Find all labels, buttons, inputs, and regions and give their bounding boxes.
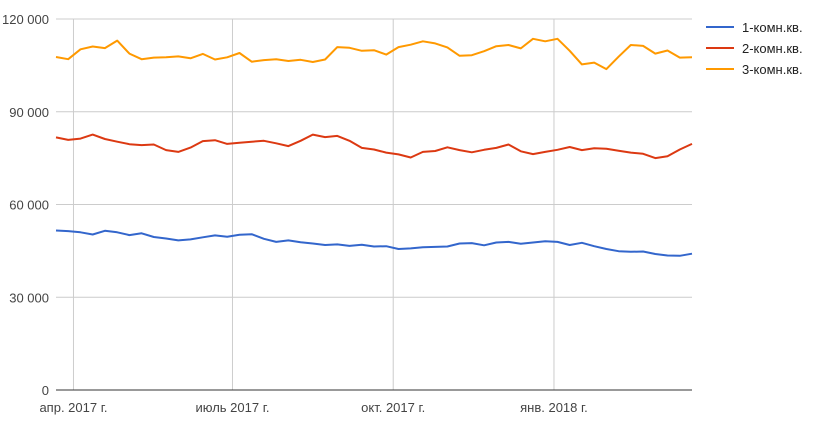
legend-label: 3-комн.кв.	[742, 62, 803, 77]
axes: 0 30 000 60 000 90 000 120 000 апр. 2017 г. ию…	[2, 12, 692, 415]
series-lines	[55, 37, 693, 257]
series-line-3	[55, 37, 693, 71]
y-tick-label: 60 000	[9, 198, 49, 213]
y-tick-label: 90 000	[9, 105, 49, 120]
y-tick-label: 120 000	[2, 12, 49, 27]
x-tick-label: янв. 2018 г.	[520, 400, 588, 415]
x-tick-label: окт. 2017 г.	[361, 400, 425, 415]
legend: 1-комн.кв. 2-комн.кв. 3-комн.кв.	[706, 20, 803, 77]
y-tick-label: 0	[42, 383, 49, 398]
x-tick-label: апр. 2017 г.	[39, 400, 107, 415]
legend-label: 2-комн.кв.	[742, 41, 803, 56]
legend-label: 1-комн.кв.	[742, 20, 803, 35]
y-tick-label: 30 000	[9, 290, 49, 305]
series-line-1	[55, 229, 693, 257]
x-tick-label: июль 2017 г.	[195, 400, 269, 415]
series-line-2	[55, 133, 693, 160]
gridlines	[56, 18, 692, 390]
